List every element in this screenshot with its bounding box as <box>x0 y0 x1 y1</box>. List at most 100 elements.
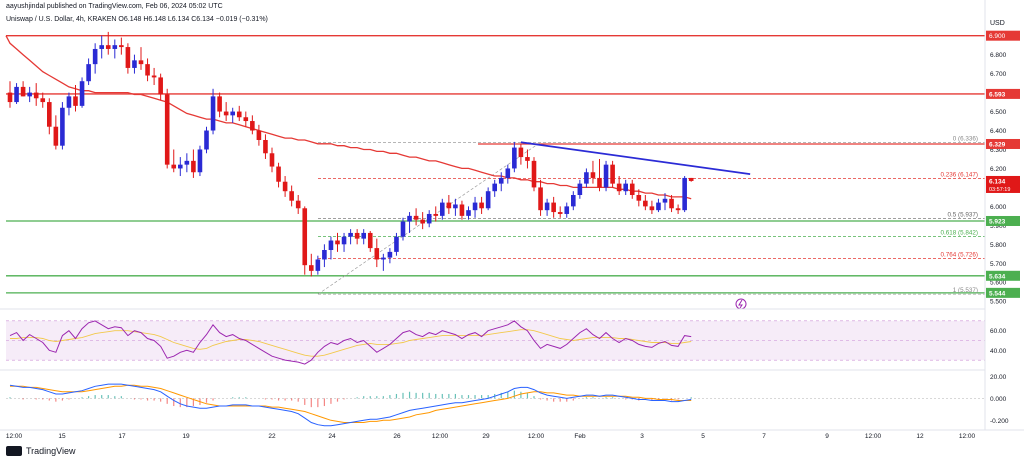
time-tick-label: 15 <box>58 433 66 440</box>
candle <box>178 157 183 177</box>
candle <box>662 193 668 211</box>
price-badge-text: 6.900 <box>989 33 1006 40</box>
candle <box>374 238 380 268</box>
candle-body <box>590 172 596 178</box>
candle <box>171 149 177 173</box>
candle <box>322 244 327 268</box>
candle <box>40 92 46 108</box>
tradingview-logo-icon <box>6 446 22 456</box>
candle-body <box>197 149 203 173</box>
candle-body <box>525 157 530 161</box>
candle-body <box>492 183 497 192</box>
candle-body <box>387 251 393 258</box>
candle <box>361 229 366 245</box>
candle <box>230 107 235 123</box>
candle-body <box>643 200 648 207</box>
candle-body <box>315 259 321 271</box>
candle-body <box>636 195 642 201</box>
candle <box>315 255 321 275</box>
candle <box>538 179 543 216</box>
candle <box>426 210 432 228</box>
candle-body <box>256 130 262 140</box>
macd-signal-line <box>10 384 692 423</box>
candle <box>164 88 170 169</box>
candle <box>112 39 118 59</box>
level-badge: 5.634 <box>986 270 1020 281</box>
candle <box>459 200 465 220</box>
candle <box>92 43 98 74</box>
candle <box>125 43 131 74</box>
candle <box>236 105 242 122</box>
candle-body <box>361 232 366 239</box>
candle-body <box>66 96 72 108</box>
candle <box>544 198 550 216</box>
footer-brand[interactable]: TradingView <box>6 446 76 456</box>
candle <box>466 206 471 220</box>
time-tick-label: 22 <box>268 433 276 440</box>
candle <box>99 35 104 59</box>
candle-body <box>60 107 65 146</box>
candle <box>367 231 373 252</box>
candle <box>603 160 609 192</box>
candle-body <box>603 164 609 188</box>
candle-body <box>551 202 556 213</box>
candle-body <box>557 212 563 214</box>
price-tick-label: 6.700 <box>990 71 1007 78</box>
candle <box>492 179 497 197</box>
candle <box>197 145 203 177</box>
candle <box>276 162 281 188</box>
price-badge-bg <box>986 30 1020 41</box>
time-tick-label: 12:00 <box>959 433 976 440</box>
candle-body <box>243 117 249 122</box>
candle <box>643 195 648 211</box>
current-price-badge: 6.134 03:57:19 <box>986 175 1020 193</box>
candle <box>629 179 635 199</box>
candle-body <box>184 160 190 165</box>
lightning-icon <box>735 298 747 310</box>
price-tick-label: 5.900 <box>990 223 1007 230</box>
candle <box>73 85 78 112</box>
rsi-line <box>9 320 692 365</box>
price-tick-label: 6.800 <box>990 52 1007 59</box>
candle <box>151 67 157 85</box>
price-pane: 0 (6.336) 0.236 (6.147) 0.5 (5.937) 0.618 (… <box>5 31 985 310</box>
candle-body <box>341 236 347 245</box>
currency-label: USD <box>990 20 1005 27</box>
candle <box>387 248 393 264</box>
candle <box>472 196 478 218</box>
macd-pane <box>6 383 985 427</box>
time-tick-label: 19 <box>182 433 190 440</box>
candle <box>557 206 563 218</box>
candle-body <box>125 47 131 68</box>
fib-label: 0 (6.336) <box>953 136 978 143</box>
candle-body <box>132 60 137 68</box>
footer-brand-label: TradingView <box>26 446 76 456</box>
candle <box>498 172 504 192</box>
candle <box>335 232 340 252</box>
symbol-ohlc-legend: Uniswap / U.S. Dollar, 4h, KRAKEN O6.148… <box>6 16 268 23</box>
price-tick-label: 6.500 <box>990 109 1007 116</box>
candle-body <box>629 183 635 195</box>
candle <box>250 115 255 135</box>
publish-info: aayushjindal published on TradingView.co… <box>6 3 223 10</box>
candle-body <box>14 86 19 103</box>
rsi-tick-label: 40.00 <box>990 348 1007 355</box>
candle-body <box>164 94 170 165</box>
candle-body <box>485 191 491 209</box>
candle-body <box>459 204 465 216</box>
candle <box>564 202 570 218</box>
candle-body <box>289 191 294 201</box>
candle <box>53 115 59 150</box>
candle-body <box>79 81 85 106</box>
level-badge: 5.544 <box>986 287 1020 298</box>
candle <box>525 149 530 169</box>
candle-body <box>367 232 373 249</box>
level-badge-bg <box>986 215 1020 226</box>
candle <box>309 253 314 277</box>
level-badge-text: 5.923 <box>989 218 1006 225</box>
candle-body <box>309 265 314 271</box>
level-badge-bg <box>986 88 1020 99</box>
candle-body <box>571 195 576 207</box>
price-tick-label: 5.500 <box>990 299 1007 306</box>
